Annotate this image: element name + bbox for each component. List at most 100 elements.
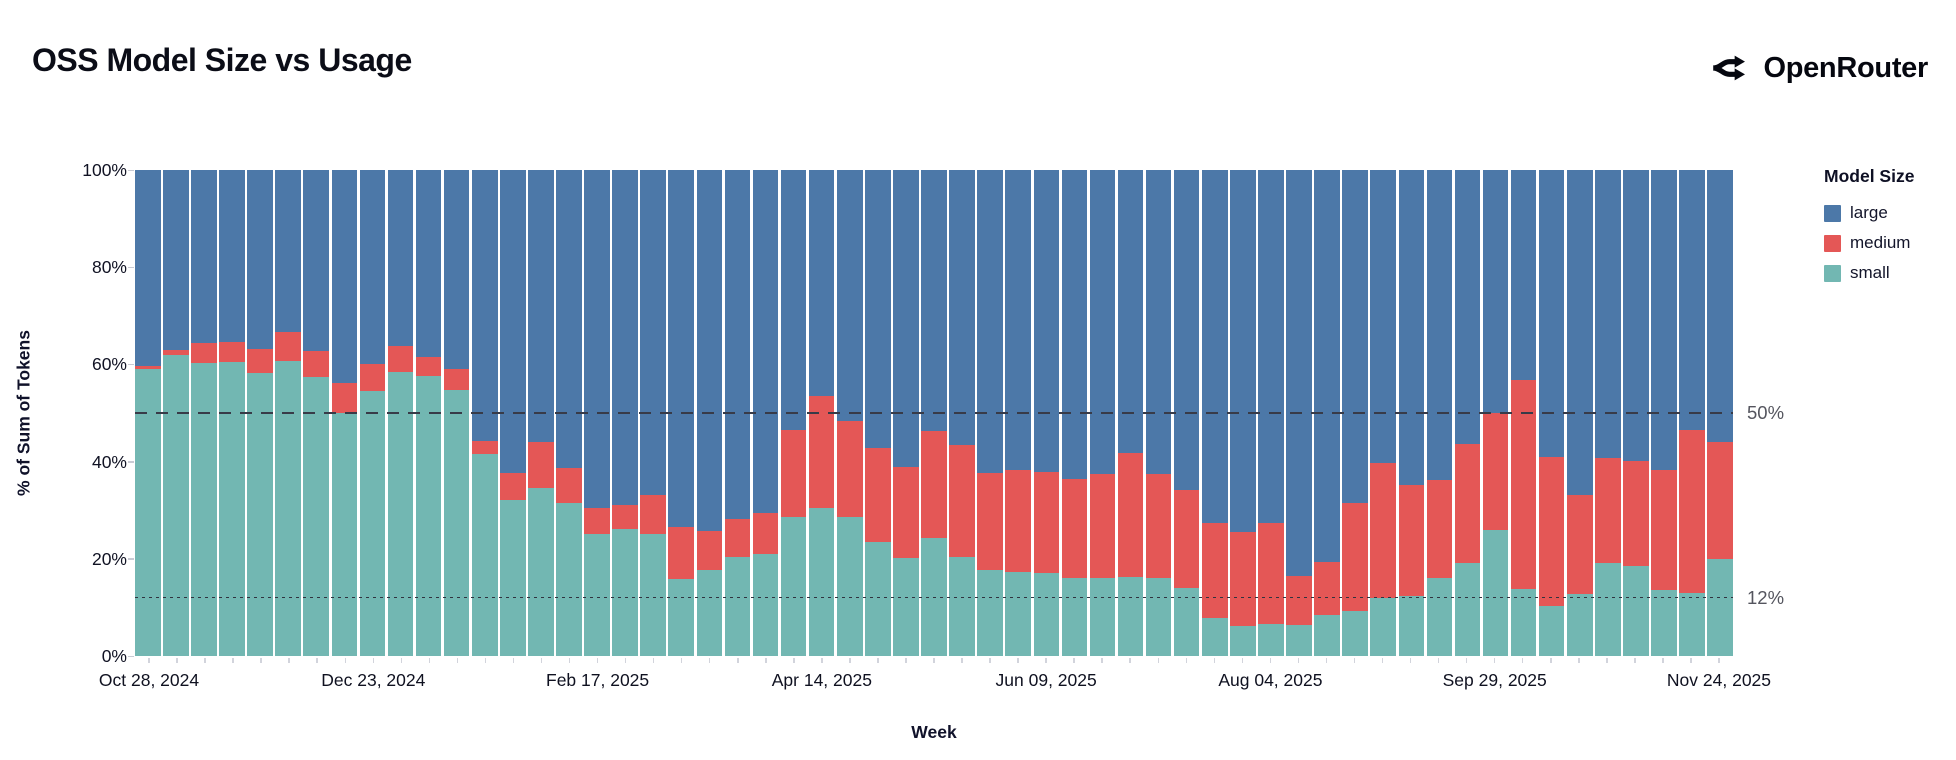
bar-segment-medium[interactable] (528, 442, 554, 488)
bar-segment-small[interactable] (1623, 566, 1649, 656)
bar-segment-large[interactable] (500, 170, 526, 473)
bar-sep-08-2025[interactable] (1398, 170, 1425, 656)
bar-segment-small[interactable] (1033, 572, 1060, 656)
bar-segment-medium[interactable] (191, 342, 217, 363)
bar-segment-small[interactable] (808, 507, 835, 656)
bar-jun-23-2025[interactable] (1089, 170, 1116, 656)
bar-segment-large[interactable] (415, 170, 442, 357)
bar-segment-large[interactable] (1651, 170, 1677, 470)
bar-dec-09-2024[interactable] (303, 170, 330, 656)
bar-nov-17-2025[interactable] (1679, 170, 1705, 656)
bar-oct-27-2025[interactable] (1595, 170, 1621, 656)
bar-segment-medium[interactable] (1707, 442, 1733, 559)
bar-dec-16-2024[interactable] (331, 170, 358, 656)
bar-segment-large[interactable] (1482, 170, 1509, 414)
bar-segment-large[interactable] (1033, 170, 1060, 472)
bar-segment-medium[interactable] (1426, 480, 1453, 578)
bar-segment-small[interactable] (752, 554, 779, 656)
bar-segment-medium[interactable] (1651, 469, 1677, 591)
bar-jun-09-2025[interactable] (1033, 170, 1060, 656)
bar-segment-large[interactable] (556, 170, 582, 469)
bar-segment-small[interactable] (443, 390, 470, 656)
bar-segment-small[interactable] (303, 377, 330, 656)
bar-segment-medium[interactable] (865, 447, 891, 543)
bar-dec-23-2024[interactable] (359, 170, 386, 656)
bar-segment-large[interactable] (1005, 170, 1031, 470)
bar-segment-small[interactable] (1061, 577, 1088, 656)
bar-segment-small[interactable] (556, 503, 582, 656)
bar-segment-small[interactable] (724, 557, 751, 656)
bar-segment-large[interactable] (724, 170, 751, 520)
bar-segment-small[interactable] (1426, 577, 1453, 656)
bar-segment-medium[interactable] (359, 363, 386, 391)
bar-sep-29-2025[interactable] (1482, 170, 1509, 656)
bar-segment-medium[interactable] (219, 341, 245, 362)
bar-segment-small[interactable] (191, 362, 217, 656)
bar-segment-medium[interactable] (247, 348, 273, 374)
bar-segment-small[interactable] (977, 569, 1003, 656)
bar-nov-24-2025[interactable] (1707, 170, 1733, 656)
bar-segment-large[interactable] (1454, 170, 1481, 445)
bar-may-19-2025[interactable] (949, 170, 975, 656)
bar-segment-medium[interactable] (1623, 461, 1649, 567)
bar-mar-24-2025[interactable] (724, 170, 751, 656)
bar-segment-large[interactable] (893, 170, 919, 468)
bar-segment-small[interactable] (359, 390, 386, 656)
bar-aug-18-2025[interactable] (1314, 170, 1340, 656)
bar-segment-large[interactable] (387, 170, 414, 346)
bar-segment-large[interactable] (528, 170, 554, 443)
bar-segment-large[interactable] (1623, 170, 1649, 462)
bar-segment-medium[interactable] (163, 350, 189, 356)
bar-jun-30-2025[interactable] (1117, 170, 1144, 656)
bar-segment-small[interactable] (163, 355, 189, 656)
bar-segment-medium[interactable] (612, 505, 638, 529)
bar-segment-large[interactable] (1230, 170, 1256, 532)
bar-oct-28-2024[interactable] (135, 170, 161, 656)
bar-segment-medium[interactable] (1566, 495, 1593, 594)
bar-segment-medium[interactable] (1005, 469, 1031, 573)
bar-may-26-2025[interactable] (977, 170, 1003, 656)
bar-jan-27-2025[interactable] (500, 170, 526, 656)
bar-segment-medium[interactable] (443, 369, 470, 391)
bar-segment-large[interactable] (1510, 170, 1537, 380)
bar-nov-04-2024[interactable] (163, 170, 189, 656)
bar-segment-medium[interactable] (1117, 452, 1144, 577)
bar-segment-small[interactable] (528, 487, 554, 656)
bar-segment-large[interactable] (303, 170, 330, 352)
bar-segment-medium[interactable] (921, 431, 947, 539)
bar-segment-medium[interactable] (1454, 444, 1481, 564)
bar-segment-small[interactable] (275, 361, 301, 656)
bar-mar-31-2025[interactable] (752, 170, 779, 656)
bar-segment-large[interactable] (219, 170, 245, 342)
bar-segment-small[interactable] (1707, 558, 1733, 656)
bar-oct-06-2025[interactable] (1510, 170, 1537, 656)
bar-segment-small[interactable] (1595, 563, 1621, 656)
bar-segment-large[interactable] (949, 170, 975, 445)
bar-segment-medium[interactable] (1538, 457, 1565, 607)
bar-segment-large[interactable] (584, 170, 610, 508)
bar-segment-small[interactable] (387, 371, 414, 656)
bar-jul-07-2025[interactable] (1145, 170, 1172, 656)
bar-segment-large[interactable] (1370, 170, 1397, 463)
bar-segment-large[interactable] (836, 170, 863, 422)
bar-nov-18-2024[interactable] (219, 170, 245, 656)
bar-segment-small[interactable] (1173, 587, 1200, 656)
bar-segment-medium[interactable] (752, 512, 779, 555)
bar-segment-small[interactable] (1482, 530, 1509, 656)
bar-segment-medium[interactable] (1033, 471, 1060, 573)
bar-segment-large[interactable] (1707, 170, 1733, 443)
bar-segment-large[interactable] (359, 170, 386, 364)
bar-segment-large[interactable] (865, 170, 891, 448)
bar-segment-medium[interactable] (1145, 474, 1172, 578)
bar-segment-large[interactable] (1089, 170, 1116, 475)
bar-segment-large[interactable] (1342, 170, 1368, 504)
bar-segment-medium[interactable] (668, 526, 695, 579)
bar-segment-small[interactable] (696, 569, 723, 656)
bar-segment-small[interactable] (668, 578, 695, 656)
bar-segment-small[interactable] (1089, 577, 1116, 656)
bar-jan-20-2025[interactable] (471, 170, 498, 656)
bar-jul-21-2025[interactable] (1201, 170, 1228, 656)
bar-segment-large[interactable] (443, 170, 470, 370)
bar-segment-large[interactable] (1061, 170, 1088, 480)
bar-segment-medium[interactable] (1398, 485, 1425, 597)
